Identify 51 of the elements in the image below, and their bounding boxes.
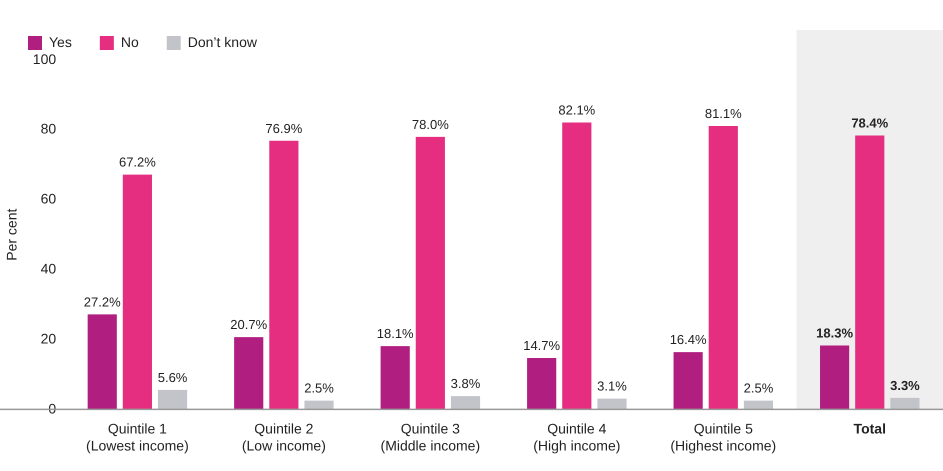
data-label: 67.2% [118, 154, 156, 170]
bar [380, 346, 410, 410]
data-label: 5.6% [158, 370, 188, 385]
data-label: 16.4% [670, 332, 707, 348]
bar [820, 345, 850, 410]
y-tick-label: 40 [40, 260, 56, 276]
bar [88, 314, 117, 410]
x-tick-label: Total [854, 420, 886, 437]
data-label: 81.1% [704, 106, 742, 122]
data-label: 2.5% [304, 380, 334, 396]
data-label: 18.1% [376, 326, 414, 342]
x-tick-label: Quintile 1 (Lowest income) [86, 420, 189, 454]
data-label: 82.1% [558, 102, 596, 118]
bar [234, 337, 264, 410]
data-label: 3.3% [890, 378, 920, 393]
data-label: 27.2% [84, 294, 122, 310]
bar [855, 135, 884, 410]
bar [158, 390, 188, 410]
data-label: 78.0% [412, 116, 450, 132]
legend-label: Don’t know [188, 34, 258, 50]
legend-label: Yes [49, 34, 72, 50]
x-tick-label: Quintile 4 (High income) [533, 420, 620, 454]
bar [597, 398, 627, 410]
legend-label: No [120, 34, 139, 50]
data-label: 3.1% [597, 378, 628, 394]
data-label: 2.5% [744, 380, 774, 396]
bar [562, 122, 592, 410]
data-label: 3.8% [450, 376, 481, 392]
bar [416, 136, 445, 410]
data-label: 18.3% [816, 326, 854, 341]
x-tick-label: Quintile 3 (Middle income) [380, 420, 480, 454]
y-tick-label: 20 [40, 330, 56, 346]
data-label: 76.9% [265, 120, 303, 136]
data-label: 14.7% [523, 338, 561, 354]
bar [304, 400, 334, 410]
y-tick-label: 60 [40, 190, 56, 207]
bar [890, 398, 920, 410]
y-tick-label: 80 [40, 120, 56, 137]
bar [708, 126, 738, 410]
data-label: 78.4% [851, 116, 889, 131]
bar [269, 140, 298, 410]
y-tick-label: 100 [32, 50, 56, 67]
bar [527, 358, 556, 410]
bar [744, 400, 774, 410]
x-tick-label: Quintile 5 (Highest income) [670, 420, 776, 454]
x-tick-label: Quintile 2 (Low income) [242, 420, 326, 454]
bar [122, 174, 152, 410]
bar [674, 352, 703, 410]
data-label: 20.7% [230, 317, 268, 332]
bar [450, 396, 480, 410]
y-axis-title: Per cent [3, 208, 20, 261]
